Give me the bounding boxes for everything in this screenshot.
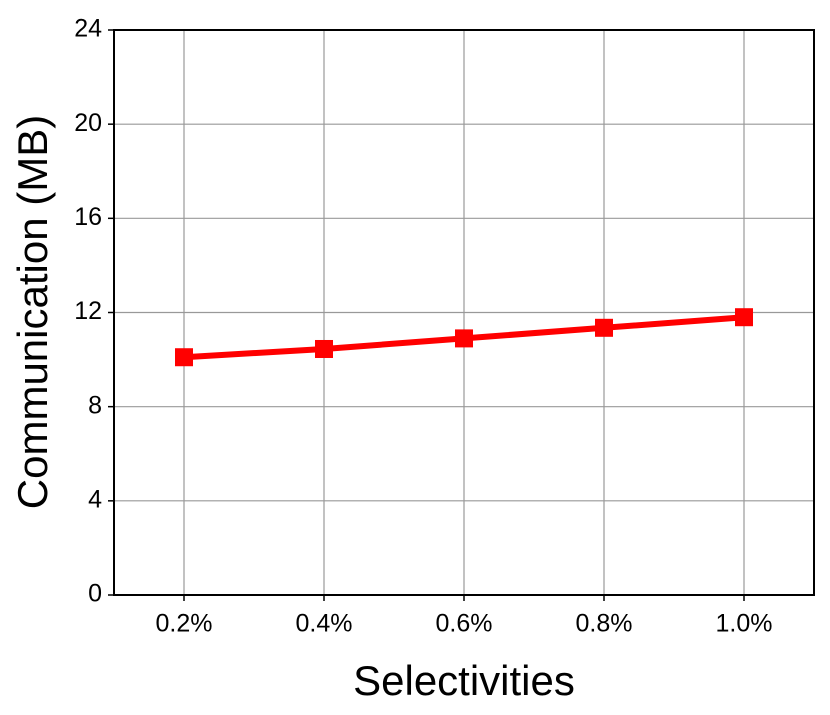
y-axis-title: Communication (MB) [9,115,56,509]
x-tick-label: 0.8% [576,610,633,638]
y-tick-label: 0 [88,580,102,608]
y-tick-label: 16 [74,203,102,231]
y-tick-label: 20 [74,109,102,137]
plot-frame [113,29,815,596]
y-tick-label: 24 [74,15,102,43]
data-marker [175,348,193,367]
data-marker [455,329,473,348]
data-marker [595,318,613,337]
y-tick-label: 12 [74,297,102,325]
x-tick-label: 0.4% [296,610,353,638]
x-tick-label: 0.6% [436,610,493,638]
y-tick-label: 4 [88,485,102,513]
data-marker [315,339,333,358]
x-axis-title: Selectivities [353,657,575,704]
x-tick-label: 1.0% [716,610,773,638]
y-tick-label: 8 [88,391,102,419]
data-marker [735,308,753,327]
x-tick-label: 0.2% [156,610,213,638]
